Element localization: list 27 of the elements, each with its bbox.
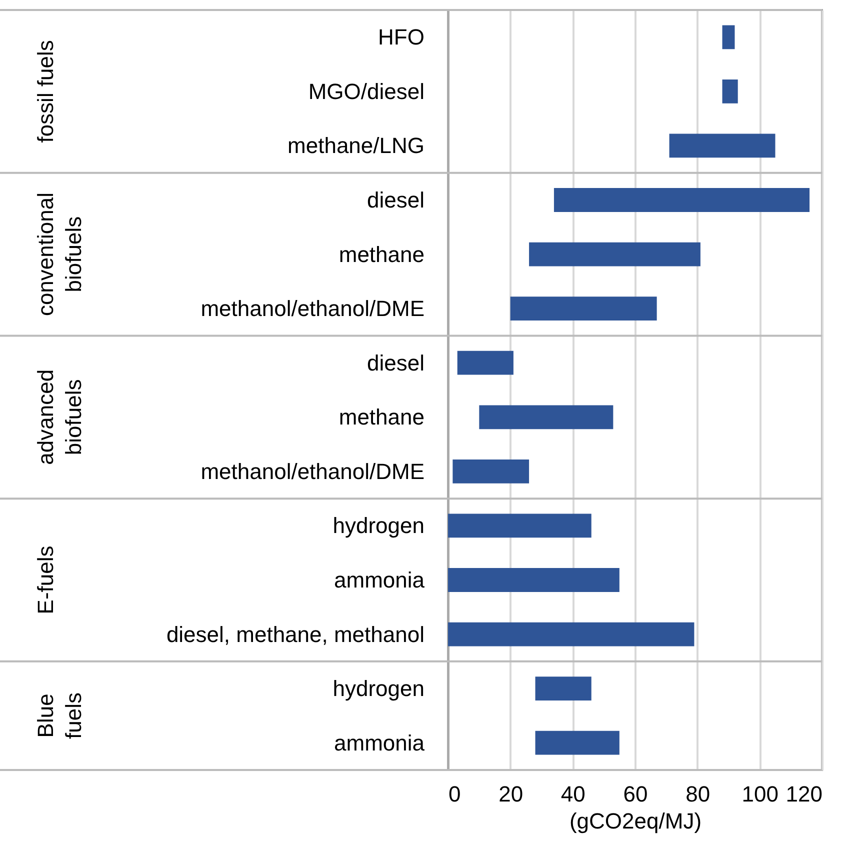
- y-tick-label: methane: [338, 404, 424, 430]
- y-tick-label: MGO/diesel: [308, 78, 424, 104]
- y-tick-label: hydrogen: [332, 676, 424, 702]
- y-tick-label: ammonia: [334, 568, 426, 592]
- x-tick-label: 120: [786, 782, 822, 806]
- text: Blue fuels: [33, 692, 86, 739]
- x-tick-label: 80: [686, 782, 710, 806]
- y-tick-label: methane: [338, 242, 424, 267]
- x-tick-label: 100: [742, 782, 779, 806]
- y-tick-label: HFO: [378, 24, 424, 50]
- text: fossil fuels: [33, 40, 58, 143]
- y-tick-label: diesel: [367, 188, 424, 212]
- y-tick-label: diesel: [367, 350, 424, 376]
- y-tick-label: methanol/ethanol/DME: [200, 458, 424, 484]
- y-tick-label: diesel, methane, methanol: [166, 622, 424, 647]
- x-tick-label: 0: [448, 782, 461, 806]
- x-tick-label: 60: [623, 782, 648, 806]
- text: E-fuels: [33, 546, 58, 614]
- text: advanced biofuels: [33, 369, 86, 465]
- x-tick-label: 40: [560, 782, 586, 806]
- x-axis-title: (gCO2eq/MJ): [569, 808, 702, 834]
- y-tick-label: methanol/ethanol/DME: [200, 296, 424, 322]
- x-tick-label: 20: [498, 782, 524, 806]
- text: conventional biofuels: [33, 192, 86, 316]
- y-tick-label: hydrogen: [332, 513, 424, 538]
- y-tick-label: methane/LNG: [288, 133, 424, 158]
- y-tick-label: ammonia: [334, 730, 426, 756]
